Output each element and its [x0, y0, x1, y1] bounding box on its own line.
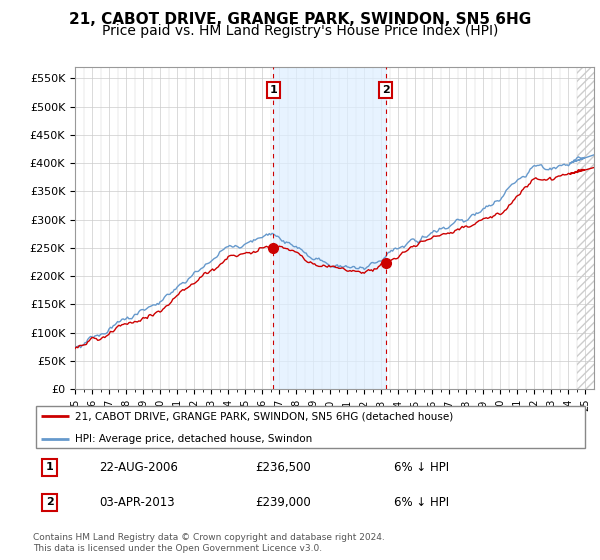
Text: HPI: Average price, detached house, Swindon: HPI: Average price, detached house, Swin…: [74, 434, 312, 444]
Text: £239,000: £239,000: [255, 496, 311, 508]
Bar: [273, 67, 386, 389]
Text: 2: 2: [382, 85, 389, 95]
Text: 21, CABOT DRIVE, GRANGE PARK, SWINDON, SN5 6HG: 21, CABOT DRIVE, GRANGE PARK, SWINDON, S…: [69, 12, 531, 27]
Text: 6% ↓ HPI: 6% ↓ HPI: [394, 461, 449, 474]
Text: 2: 2: [46, 497, 53, 507]
Text: 03-APR-2013: 03-APR-2013: [100, 496, 175, 508]
Text: 22-AUG-2006: 22-AUG-2006: [100, 461, 178, 474]
Text: 6% ↓ HPI: 6% ↓ HPI: [394, 496, 449, 508]
Text: Contains HM Land Registry data © Crown copyright and database right 2024.
This d: Contains HM Land Registry data © Crown c…: [33, 533, 385, 553]
Text: 21, CABOT DRIVE, GRANGE PARK, SWINDON, SN5 6HG (detached house): 21, CABOT DRIVE, GRANGE PARK, SWINDON, S…: [74, 411, 453, 421]
Text: 1: 1: [46, 463, 53, 473]
Bar: [577, 67, 594, 389]
Text: Price paid vs. HM Land Registry's House Price Index (HPI): Price paid vs. HM Land Registry's House …: [102, 24, 498, 38]
Text: £236,500: £236,500: [255, 461, 311, 474]
FancyBboxPatch shape: [36, 405, 585, 449]
Text: 1: 1: [269, 85, 277, 95]
Bar: [577, 67, 594, 389]
